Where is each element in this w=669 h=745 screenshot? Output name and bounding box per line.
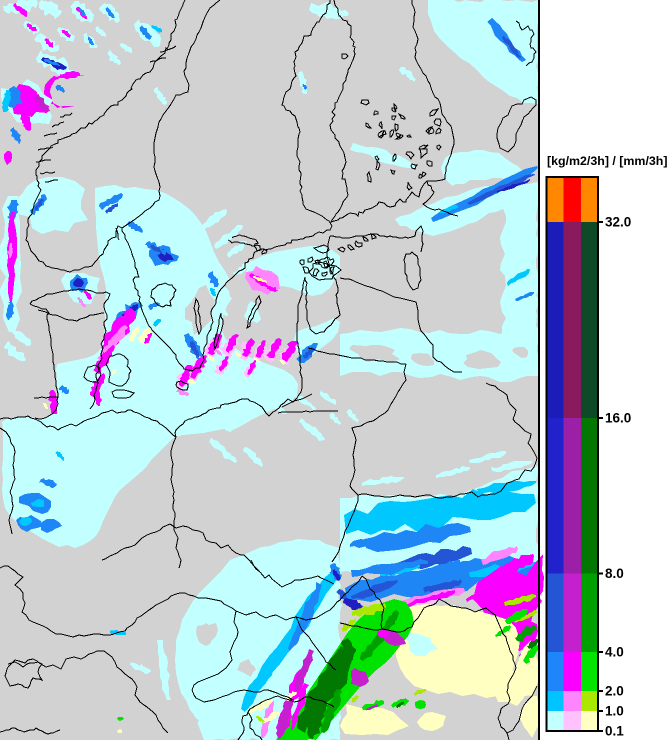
svg-text:32.0: 32.0	[605, 215, 631, 230]
svg-text:16.0: 16.0	[605, 411, 631, 426]
svg-text:0.1: 0.1	[605, 724, 624, 739]
svg-text:2.0: 2.0	[605, 684, 624, 699]
svg-text:1.0: 1.0	[605, 704, 624, 719]
svg-text:[kg/m2/3h] / [mm/3h]: [kg/m2/3h] / [mm/3h]	[547, 154, 667, 168]
svg-text:8.0: 8.0	[605, 566, 624, 581]
svg-text:4.0: 4.0	[605, 645, 624, 660]
